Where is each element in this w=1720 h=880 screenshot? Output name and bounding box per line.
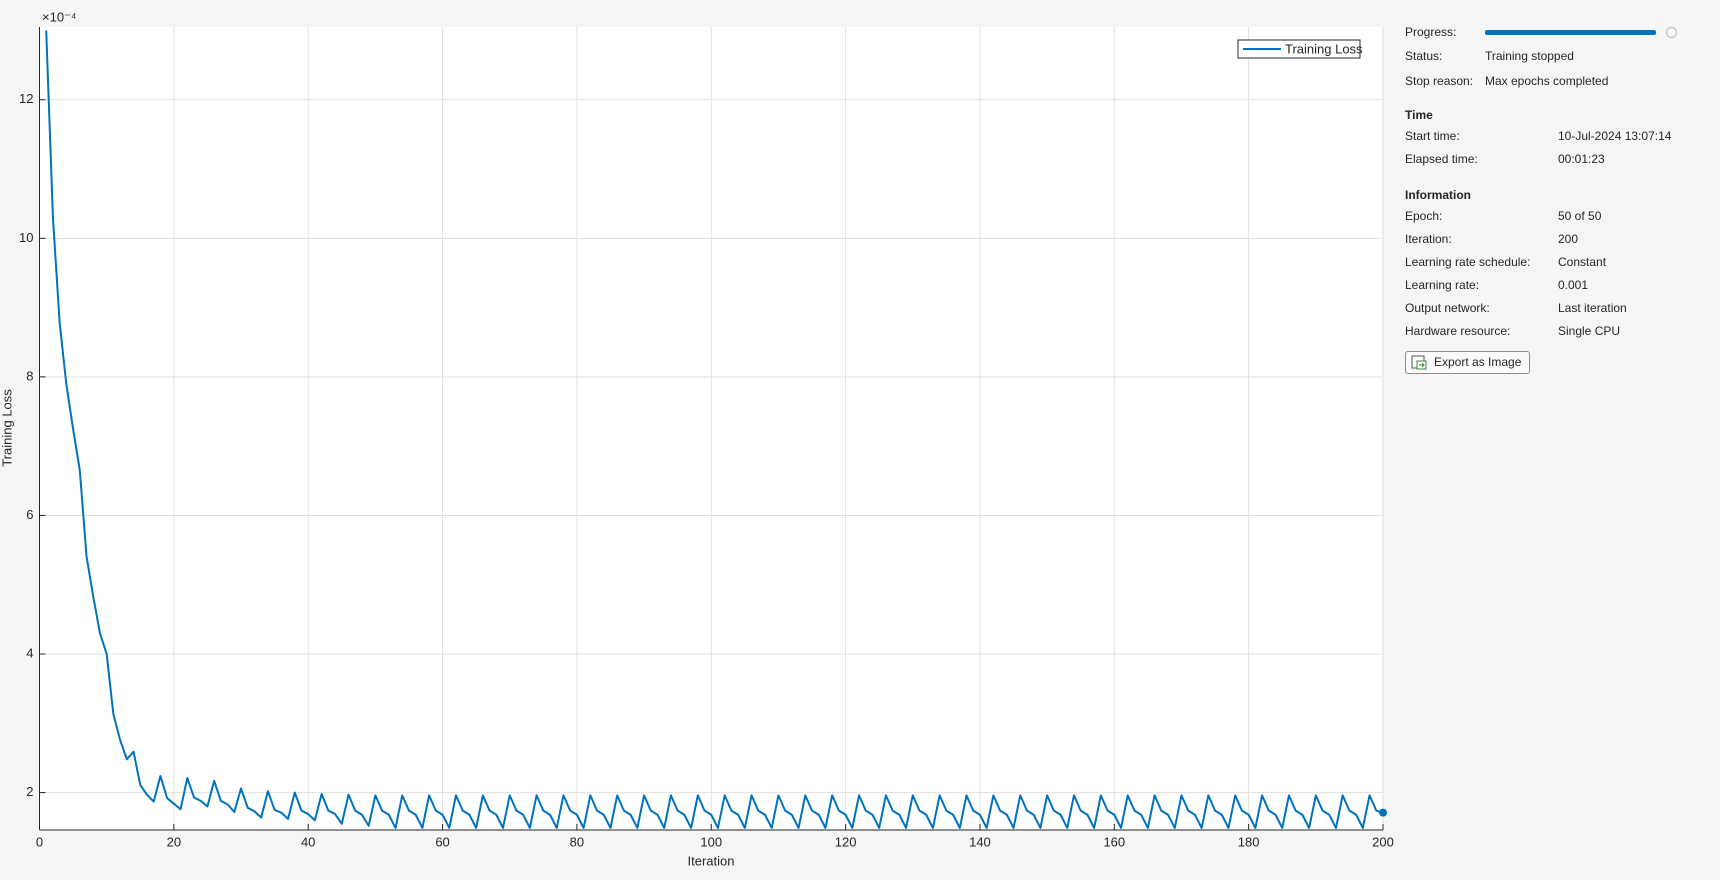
info-value: Single CPU — [1558, 324, 1621, 338]
legend-box — [1237, 39, 1361, 59]
info-value: Last iteration — [1558, 301, 1627, 315]
status-value: Max epochs completed — [1485, 74, 1609, 88]
progress-bar — [1485, 30, 1656, 35]
section-title: Information — [1405, 188, 1471, 202]
section-title: Time — [1405, 108, 1433, 122]
info-value: Constant — [1558, 255, 1607, 269]
info-key: Start time: — [1405, 129, 1460, 143]
y-tick-label: 10 — [19, 230, 33, 245]
status-value: Training stopped — [1485, 49, 1574, 63]
stop-button[interactable] — [1666, 27, 1677, 38]
x-axis-label: Iteration — [688, 853, 735, 868]
info-key: Learning rate schedule: — [1405, 255, 1531, 269]
loss-line — [45, 30, 1384, 829]
info-value: 200 — [1558, 232, 1579, 246]
x-tick-label: 40 — [301, 834, 315, 849]
info-key: Hardware resource: — [1405, 324, 1511, 338]
x-tick-label: 20 — [167, 834, 181, 849]
x-tick-label: 200 — [1372, 834, 1394, 849]
info-value: 0.001 — [1558, 278, 1589, 292]
y-axis-label: Training Loss — [0, 389, 14, 467]
status-key: Stop reason: — [1405, 74, 1474, 88]
info-key: Epoch: — [1405, 209, 1443, 223]
last-point — [1379, 808, 1387, 817]
progress-label: Progress: — [1405, 25, 1457, 39]
y-exponent: ×10⁻⁴ — [42, 9, 77, 24]
y-tick-label: 6 — [26, 507, 33, 522]
info-key: Output network: — [1405, 301, 1490, 315]
status-key: Status: — [1405, 49, 1443, 63]
export-icon — [1411, 355, 1427, 370]
y-tick-label: 12 — [19, 91, 33, 106]
x-tick-label: 100 — [700, 834, 722, 849]
export-button[interactable]: Export as Image — [1405, 351, 1531, 374]
x-tick-label: 180 — [1238, 834, 1260, 849]
x-tick-label: 80 — [570, 834, 584, 849]
y-tick-label: 4 — [26, 645, 33, 660]
y-tick-label: 2 — [26, 784, 33, 799]
info-key: Iteration: — [1405, 232, 1452, 246]
y-tick-label: 8 — [26, 368, 33, 383]
info-key: Elapsed time: — [1405, 152, 1478, 166]
x-tick-label: 140 — [969, 834, 991, 849]
legend-label: Training Loss — [1285, 41, 1363, 56]
x-tick-label: 160 — [1103, 834, 1125, 849]
info-value: 50 of 50 — [1558, 209, 1602, 223]
x-tick-label: 60 — [435, 834, 449, 849]
info-value: 10-Jul-2024 13:07:14 — [1558, 129, 1672, 143]
x-tick-label: 120 — [835, 834, 857, 849]
info-key: Learning rate: — [1405, 278, 1480, 292]
x-tick-label: 0 — [36, 834, 43, 849]
info-value: 00:01:23 — [1558, 152, 1605, 166]
info-panel: Progress: Status: Training stopped Stop rea… — [1400, 0, 1720, 880]
